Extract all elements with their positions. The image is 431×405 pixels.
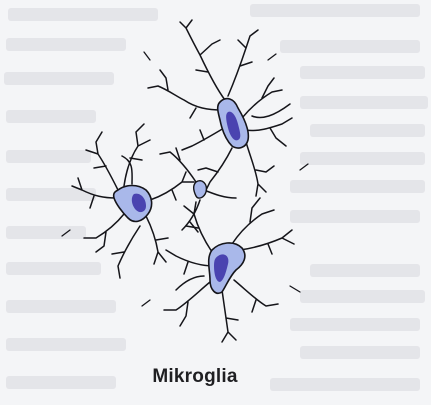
cell-4-processes [159,147,237,233]
cell-1-nucleus [226,111,241,141]
process-fragments [61,51,309,307]
cell-bodies [112,97,250,295]
cell-3-nucleus [214,254,229,282]
cell-1-processes [147,19,293,197]
cell-2-processes [71,123,195,279]
figure-caption: Mikroglia [152,366,238,387]
cell-2-nucleus [131,193,146,213]
cell-3-processes [163,197,295,343]
process-network [71,19,295,343]
cell-4-body [193,180,208,199]
